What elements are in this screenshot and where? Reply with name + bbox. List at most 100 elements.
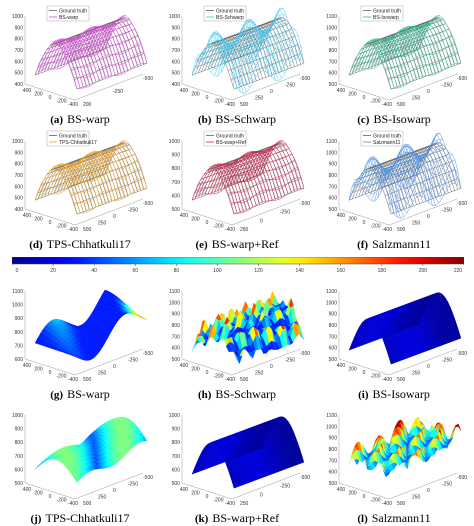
- axis-line: [181, 358, 233, 376]
- mesh-line: [415, 16, 459, 64]
- z-tick-label: 400: [15, 207, 24, 213]
- mesh-line: [53, 163, 97, 208]
- y-tick-label: 0: [427, 89, 430, 95]
- z-tick-label: 800: [329, 447, 338, 453]
- estimate-mesh: [34, 15, 148, 89]
- mesh-line: [88, 25, 132, 69]
- x-tick-label: -400: [225, 227, 235, 233]
- mesh-line: [367, 38, 411, 83]
- mesh-line: [361, 160, 404, 217]
- mesh-line: [399, 152, 443, 199]
- x-tick-label: 0: [363, 494, 366, 500]
- y-tick-label: 500: [397, 501, 406, 507]
- panel-caption: (a) BS-warp: [5, 112, 155, 127]
- x-tick-label: 0: [206, 370, 209, 376]
- colorbar-tick-label: 20: [50, 268, 56, 274]
- axis-line: [24, 83, 76, 101]
- axis-line: [74, 348, 144, 376]
- axis-line: [231, 472, 301, 500]
- z-tick-label: 900: [15, 150, 24, 156]
- y-tick-label: -500: [457, 76, 467, 82]
- legend-entry: BS-Schwarp: [216, 15, 244, 21]
- estimate-mesh: [348, 15, 462, 89]
- y-tick-label: 0: [270, 364, 273, 370]
- error-surface: [348, 417, 462, 478]
- panel-a: 1000 900 800 700 600 500 400 400 200 0 -200 -400 200…: [5, 2, 155, 127]
- z-tick-label: 900: [15, 316, 24, 322]
- estimate-mesh: [34, 140, 148, 214]
- z-tick-label: 900: [172, 312, 181, 318]
- z-tick-label: 600: [15, 357, 24, 363]
- y-tick-label: 250: [412, 221, 421, 227]
- colorbar-tick-label: 80: [174, 268, 180, 274]
- mesh-line: [50, 163, 94, 210]
- y-tick-label: 0: [113, 488, 116, 494]
- x-tick-label: 200: [34, 367, 43, 373]
- x-tick-label: 400: [337, 487, 346, 493]
- y-tick-label: -500: [143, 351, 153, 357]
- z-tick-label: 700: [329, 458, 338, 464]
- mesh-line: [104, 140, 148, 189]
- mesh-line: [98, 18, 141, 64]
- x-tick-label: -400: [68, 377, 78, 383]
- mesh-line: [101, 143, 145, 190]
- mesh-line: [245, 28, 289, 68]
- y-tick-label: -250: [113, 89, 123, 95]
- axis-line: [338, 83, 390, 101]
- z-tick-label: 1000: [326, 25, 337, 31]
- estimate-mesh: [191, 140, 305, 214]
- y-tick-label: -500: [300, 201, 310, 207]
- x-tick-label: 0: [206, 95, 209, 101]
- z-tick-label: 700: [15, 343, 24, 349]
- y-tick-label: 250: [412, 96, 421, 102]
- axis-line: [24, 208, 76, 226]
- z-tick-label: 900: [172, 25, 181, 31]
- mesh-line: [393, 146, 436, 206]
- mesh-line: [412, 18, 455, 64]
- mesh-line: [66, 29, 110, 77]
- z-tick-label: 900: [172, 427, 181, 433]
- y-tick-label: 500: [397, 227, 406, 233]
- y-tick-label: -250: [128, 358, 138, 364]
- z-tick-label: 800: [329, 323, 338, 329]
- panel-title: BS-warp+Ref: [211, 237, 279, 251]
- panel-caption: (c) BS-Isowarp: [319, 112, 469, 127]
- mesh-line: [261, 142, 305, 189]
- z-tick-label: 500: [172, 207, 181, 213]
- z-tick-label: 500: [15, 481, 24, 487]
- x-tick-label: -400: [382, 227, 392, 233]
- z-tick-label: 1000: [326, 300, 337, 306]
- mesh-line: [47, 163, 90, 212]
- y-tick-label: 250: [240, 501, 249, 507]
- mesh-line: [383, 145, 427, 200]
- error-surface: [348, 292, 462, 365]
- mesh-line: [361, 38, 404, 87]
- y-tick-label: 200: [83, 102, 92, 108]
- x-tick-label: -200: [213, 374, 223, 380]
- mesh-line: [390, 144, 433, 206]
- mesh-line: [386, 143, 430, 204]
- z-tick-label: 700: [329, 334, 338, 340]
- legend-entry: Ground truth: [216, 8, 244, 14]
- panel-caption: (f) Salzmann11: [319, 237, 469, 252]
- z-tick-label: 800: [329, 173, 338, 179]
- x-tick-label: 0: [363, 95, 366, 101]
- y-tick-label: 500: [83, 377, 92, 383]
- panel-title: BS-warp+Ref: [212, 511, 280, 525]
- z-tick-label: 1000: [12, 303, 23, 309]
- estimate-mesh: [348, 132, 462, 219]
- y-tick-label: 500: [240, 377, 249, 383]
- z-tick-label: 500: [172, 71, 181, 77]
- x-tick-label: -400: [68, 102, 78, 108]
- mesh-line: [50, 38, 94, 85]
- surface-patch: [102, 289, 108, 296]
- mesh-line: [396, 26, 439, 74]
- x-tick-label: 400: [180, 88, 189, 94]
- y-tick-label: 0: [270, 89, 273, 95]
- x-tick-label: 200: [191, 217, 200, 223]
- mesh-line: [236, 21, 279, 81]
- colorbar-gradient: [12, 257, 464, 265]
